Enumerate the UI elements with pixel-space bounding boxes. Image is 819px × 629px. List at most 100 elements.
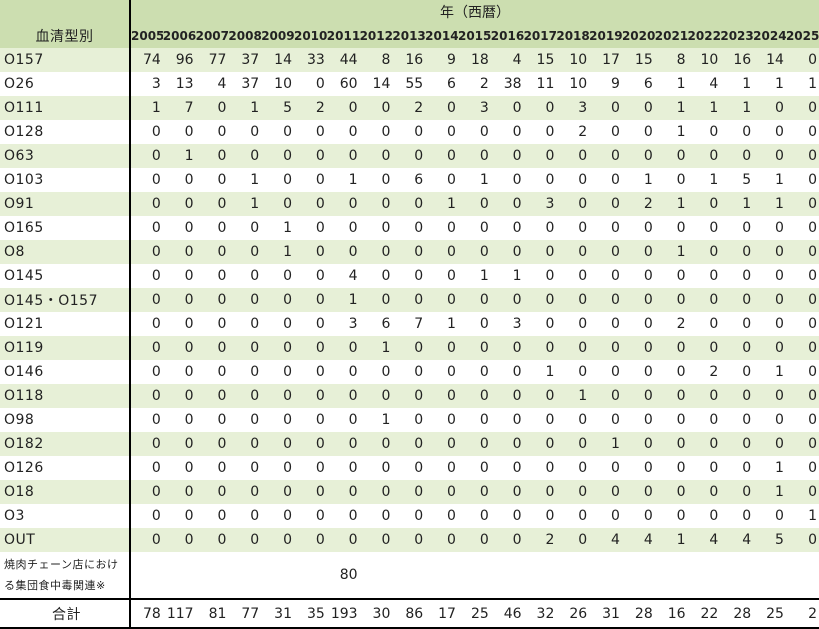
count-cell[interactable]: 0 (720, 240, 754, 264)
count-cell[interactable]: 0 (228, 384, 262, 408)
count-cell[interactable]: 0 (359, 144, 393, 168)
count-cell[interactable]: 0 (184, 364, 194, 380)
count-cell[interactable]: 14 (372, 76, 391, 92)
count-cell[interactable]: 0 (479, 412, 489, 428)
count-cell[interactable]: 0 (621, 336, 655, 360)
total-cell[interactable]: 25 (753, 598, 786, 629)
count-cell[interactable]: 0 (709, 220, 719, 236)
count-cell[interactable]: 0 (589, 192, 622, 216)
count-cell[interactable]: 0 (425, 288, 458, 312)
count-cell[interactable]: 0 (578, 364, 588, 380)
count-cell[interactable]: 0 (621, 480, 655, 504)
count-cell[interactable]: 0 (490, 432, 524, 456)
count-cell[interactable]: 0 (250, 220, 260, 236)
count-cell[interactable]: 0 (151, 508, 161, 524)
count-cell[interactable]: 0 (709, 316, 719, 332)
count-cell[interactable]: 0 (326, 432, 360, 456)
count-cell[interactable]: 0 (348, 124, 358, 140)
year-header-2013[interactable]: 2013 (392, 24, 426, 48)
count-cell[interactable]: 0 (621, 288, 655, 312)
empty-cell[interactable] (425, 552, 458, 599)
count-cell[interactable]: 0 (589, 240, 622, 264)
count-cell[interactable]: 0 (611, 508, 620, 524)
count-cell[interactable]: 0 (283, 172, 292, 188)
count-cell[interactable]: 0 (687, 432, 721, 456)
count-cell[interactable]: 2 (479, 76, 489, 92)
total-cell[interactable]: 25 (457, 598, 491, 629)
count-cell[interactable]: 11 (536, 76, 555, 92)
count-cell[interactable]: 0 (250, 508, 260, 524)
count-cell[interactable]: 0 (457, 240, 491, 264)
count-cell[interactable]: 1 (556, 384, 590, 408)
count-cell[interactable]: 0 (578, 172, 588, 188)
count-cell[interactable]: 0 (643, 508, 653, 524)
count-cell[interactable]: 0 (425, 432, 458, 456)
count-cell[interactable]: 0 (130, 144, 163, 168)
count-cell[interactable]: 0 (315, 220, 325, 236)
count-cell[interactable]: 0 (785, 528, 819, 552)
count-cell[interactable]: 0 (457, 288, 491, 312)
count-cell[interactable]: 0 (359, 96, 393, 120)
count-cell[interactable]: 0 (578, 316, 588, 332)
year-header-2019[interactable]: 2019 (589, 24, 622, 48)
count-cell[interactable]: 0 (315, 76, 325, 92)
count-cell[interactable]: 4 (217, 76, 227, 92)
count-cell[interactable]: 0 (775, 412, 784, 428)
count-cell[interactable]: 10 (687, 48, 721, 72)
count-cell[interactable]: 60 (339, 76, 358, 92)
count-cell[interactable]: 0 (643, 268, 653, 284)
special-outbreak-label[interactable]: 焼肉チェーン店における集団食中毒関連※ (0, 552, 131, 599)
count-cell[interactable]: 0 (621, 96, 655, 120)
count-cell[interactable]: 0 (151, 268, 161, 284)
count-cell[interactable]: 0 (359, 432, 393, 456)
count-cell[interactable]: 0 (184, 460, 194, 476)
count-cell[interactable]: 0 (621, 240, 655, 264)
count-cell[interactable]: 0 (523, 288, 557, 312)
total-cell[interactable]: 81 (195, 598, 229, 629)
count-cell[interactable]: 0 (512, 124, 522, 140)
year-header-2007[interactable]: 2007 (195, 24, 229, 48)
count-cell[interactable]: 0 (250, 124, 260, 140)
count-cell[interactable]: 0 (753, 336, 786, 360)
empty-cell[interactable] (228, 552, 262, 599)
count-cell[interactable]: 0 (326, 336, 360, 360)
count-cell[interactable]: 0 (217, 268, 227, 284)
count-cell[interactable]: 0 (785, 96, 819, 120)
count-cell[interactable]: 6 (643, 76, 653, 92)
count-cell[interactable]: 0 (742, 508, 752, 524)
count-cell[interactable]: 1 (425, 192, 458, 216)
count-cell[interactable]: 0 (130, 336, 163, 360)
count-cell[interactable]: 0 (676, 220, 686, 236)
count-cell[interactable]: 0 (742, 268, 752, 284)
count-cell[interactable]: 0 (228, 144, 262, 168)
count-cell[interactable]: 0 (261, 480, 294, 504)
count-cell[interactable]: 0 (457, 384, 491, 408)
count-cell[interactable]: 0 (228, 336, 262, 360)
count-cell[interactable]: 0 (457, 144, 491, 168)
count-cell[interactable]: 0 (195, 144, 229, 168)
serotype-column-header[interactable]: 血清型別 (0, 24, 131, 48)
count-cell[interactable]: 0 (742, 364, 752, 380)
total-cell[interactable]: 28 (720, 598, 754, 629)
count-cell[interactable]: 0 (414, 460, 424, 476)
count-cell[interactable]: 0 (457, 336, 491, 360)
count-cell[interactable]: 0 (293, 384, 327, 408)
count-cell[interactable]: 0 (359, 384, 393, 408)
count-cell[interactable]: 0 (151, 172, 161, 188)
serotype-label-cell[interactable]: O119 (0, 336, 131, 360)
count-cell[interactable]: 1 (283, 220, 292, 236)
count-cell[interactable]: 0 (381, 460, 391, 476)
count-cell[interactable]: 0 (315, 172, 325, 188)
count-cell[interactable]: 0 (151, 364, 161, 380)
count-cell[interactable]: 7 (162, 96, 196, 120)
serotype-label-cell[interactable]: O182 (0, 432, 131, 456)
count-cell[interactable]: 0 (643, 412, 653, 428)
count-cell[interactable]: 15 (523, 48, 557, 72)
count-cell[interactable]: 0 (184, 316, 194, 332)
count-cell[interactable]: 1 (326, 288, 360, 312)
count-cell[interactable]: 0 (326, 384, 360, 408)
count-cell[interactable]: 2 (392, 96, 426, 120)
count-cell[interactable]: 0 (578, 220, 588, 236)
year-header-2014[interactable]: 2014 (425, 24, 458, 48)
count-cell[interactable]: 1 (808, 508, 817, 524)
